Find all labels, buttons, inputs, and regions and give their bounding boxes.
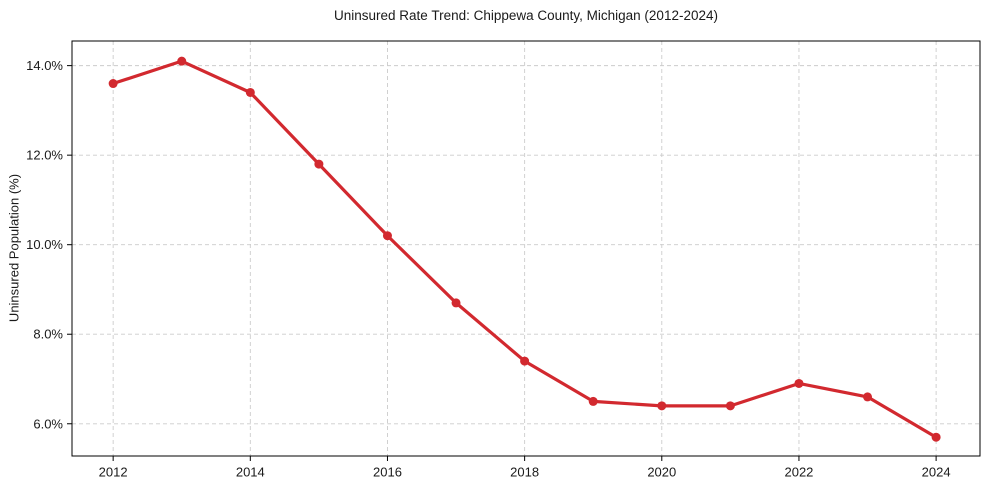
y-tick-label: 12.0%: [26, 148, 63, 163]
data-points: [108, 56, 941, 442]
data-point-2014: [245, 87, 255, 97]
data-point-2023: [863, 392, 873, 402]
x-tick-label: 2022: [784, 465, 813, 480]
data-point-2012: [108, 79, 118, 89]
x-tick-label: 2012: [99, 465, 128, 480]
data-point-2022: [794, 378, 804, 388]
gridlines: [72, 41, 980, 456]
x-tick-label: 2024: [922, 465, 951, 480]
tick-marks: [67, 65, 937, 461]
y-tick-label: 6.0%: [33, 416, 63, 431]
data-point-2017: [451, 298, 461, 308]
data-point-2018: [520, 356, 530, 366]
y-tick-label: 10.0%: [26, 237, 63, 252]
x-tick-label: 2014: [236, 465, 265, 480]
data-point-2019: [588, 396, 598, 406]
x-tick-label: 2020: [647, 465, 676, 480]
axes-border: [71, 40, 981, 457]
x-tick-labels: 2012 2014 2016 2018 2020 2022 2024: [99, 465, 951, 480]
data-point-2013: [177, 56, 187, 66]
axes-frame: [71, 40, 981, 457]
chart-title: Uninsured Rate Trend: Chippewa County, M…: [334, 8, 718, 23]
data-point-2021: [725, 401, 735, 411]
x-tick-label: 2018: [510, 465, 539, 480]
y-tick-label: 14.0%: [26, 58, 63, 73]
data-point-2015: [314, 159, 324, 169]
data-point-2016: [382, 231, 392, 241]
data-point-2020: [657, 401, 667, 411]
y-tick-labels: 6.0% 8.0% 10.0% 12.0% 14.0%: [26, 58, 63, 431]
y-tick-label: 8.0%: [33, 327, 63, 342]
data-point-2024: [931, 432, 941, 442]
x-tick-label: 2016: [373, 465, 402, 480]
